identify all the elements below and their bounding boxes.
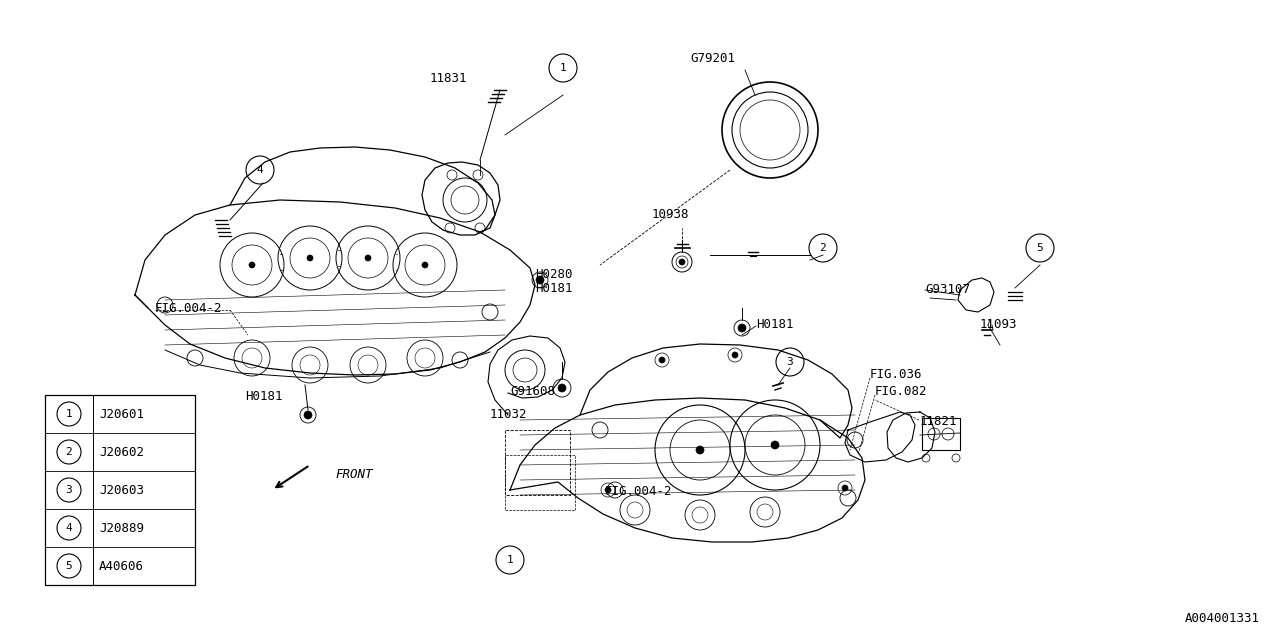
Text: J20889: J20889 [99, 522, 143, 534]
Text: 4: 4 [256, 165, 264, 175]
Circle shape [678, 259, 685, 265]
Text: 10938: 10938 [652, 208, 690, 221]
Text: J20603: J20603 [99, 483, 143, 497]
Text: 1: 1 [507, 555, 513, 565]
Text: 4: 4 [65, 523, 73, 533]
Circle shape [365, 255, 371, 261]
Text: 11831: 11831 [430, 72, 467, 85]
Text: H0181: H0181 [756, 318, 794, 331]
Text: 2: 2 [819, 243, 827, 253]
Text: H0181: H0181 [244, 390, 283, 403]
Circle shape [305, 411, 312, 419]
Text: FRONT: FRONT [335, 468, 372, 481]
Text: A40606: A40606 [99, 559, 143, 573]
Circle shape [605, 487, 611, 493]
Text: J20602: J20602 [99, 445, 143, 458]
Text: FIG.036: FIG.036 [870, 368, 923, 381]
Circle shape [250, 262, 255, 268]
Text: J20601: J20601 [99, 408, 143, 420]
Text: 3: 3 [787, 357, 794, 367]
Circle shape [307, 255, 314, 261]
Text: 1: 1 [559, 63, 566, 73]
Text: 11032: 11032 [490, 408, 527, 421]
Text: G91608: G91608 [509, 385, 556, 398]
Text: A004001331: A004001331 [1185, 612, 1260, 625]
Text: H0280: H0280 [535, 268, 572, 281]
Circle shape [842, 485, 849, 491]
Text: 5: 5 [65, 561, 73, 571]
Circle shape [422, 262, 428, 268]
Text: 5: 5 [1037, 243, 1043, 253]
Text: FIG.004-2: FIG.004-2 [605, 485, 672, 498]
Text: 3: 3 [65, 485, 73, 495]
Text: H0181: H0181 [535, 282, 572, 295]
Circle shape [536, 276, 544, 284]
Circle shape [732, 352, 739, 358]
Circle shape [558, 384, 566, 392]
Circle shape [696, 446, 704, 454]
Text: FIG.004-2: FIG.004-2 [155, 302, 223, 315]
Text: G93107: G93107 [925, 283, 970, 296]
Text: 1: 1 [65, 409, 73, 419]
Circle shape [739, 324, 746, 332]
Text: 2: 2 [65, 447, 73, 457]
Text: 11093: 11093 [980, 318, 1018, 331]
Circle shape [771, 441, 780, 449]
Circle shape [659, 357, 666, 363]
Text: FIG.082: FIG.082 [876, 385, 928, 398]
Text: G79201: G79201 [690, 52, 735, 65]
Text: 11821: 11821 [920, 415, 957, 428]
